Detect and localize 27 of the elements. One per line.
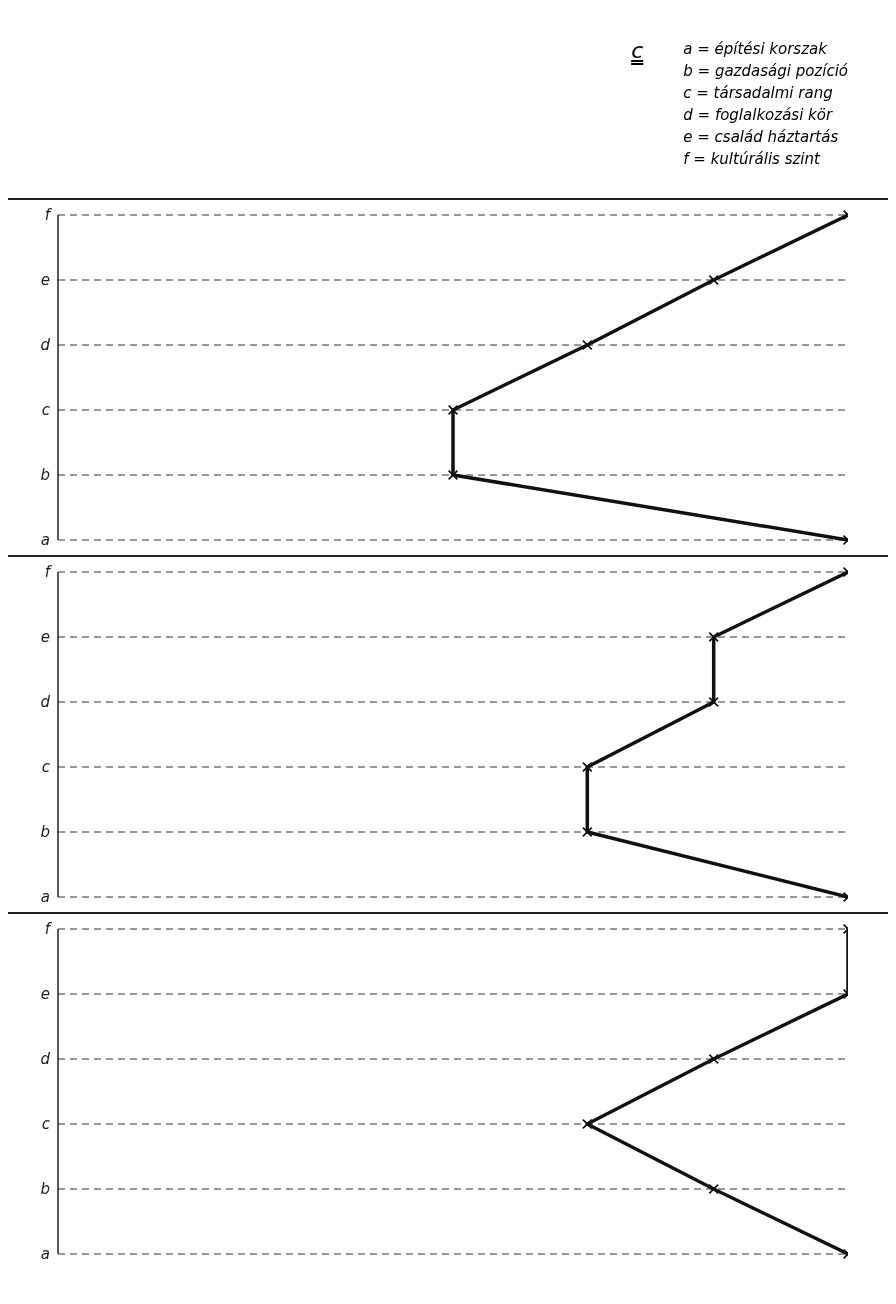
point — [448, 470, 458, 480]
y-tick-label: e — [40, 271, 50, 290]
y-tick-label: e — [40, 985, 50, 1004]
y-tick-label: a — [40, 531, 50, 550]
text: d = foglalkozási kör — [683, 105, 834, 126]
y-tick-label: b — [40, 823, 50, 842]
y-tick-label: d — [40, 1050, 51, 1069]
y-tick-label: a — [40, 1245, 50, 1264]
y-tick-label: c — [41, 1115, 51, 1134]
y-tick-label: e — [40, 628, 50, 647]
y-tick-label: d — [40, 693, 51, 712]
text: b = gazdasági pozíció — [683, 61, 848, 82]
y-tick-label: d — [40, 336, 51, 355]
y-tick-label: c — [41, 758, 51, 777]
text: f = kultúrális szint — [683, 149, 822, 170]
y-tick-label: f — [44, 920, 53, 939]
text: e = család háztartás — [683, 127, 840, 148]
y-tick-label: a — [40, 888, 50, 907]
point — [448, 405, 458, 415]
text: c — [631, 38, 644, 63]
text: c = társadalmi rang — [683, 83, 834, 104]
y-tick-label: f — [44, 563, 53, 582]
y-tick-label: c — [41, 401, 51, 420]
y-tick-label: b — [40, 1180, 50, 1199]
y-tick-label: b — [40, 466, 50, 485]
text: a = építési korszak — [683, 39, 828, 60]
y-tick-label: f — [44, 206, 53, 225]
